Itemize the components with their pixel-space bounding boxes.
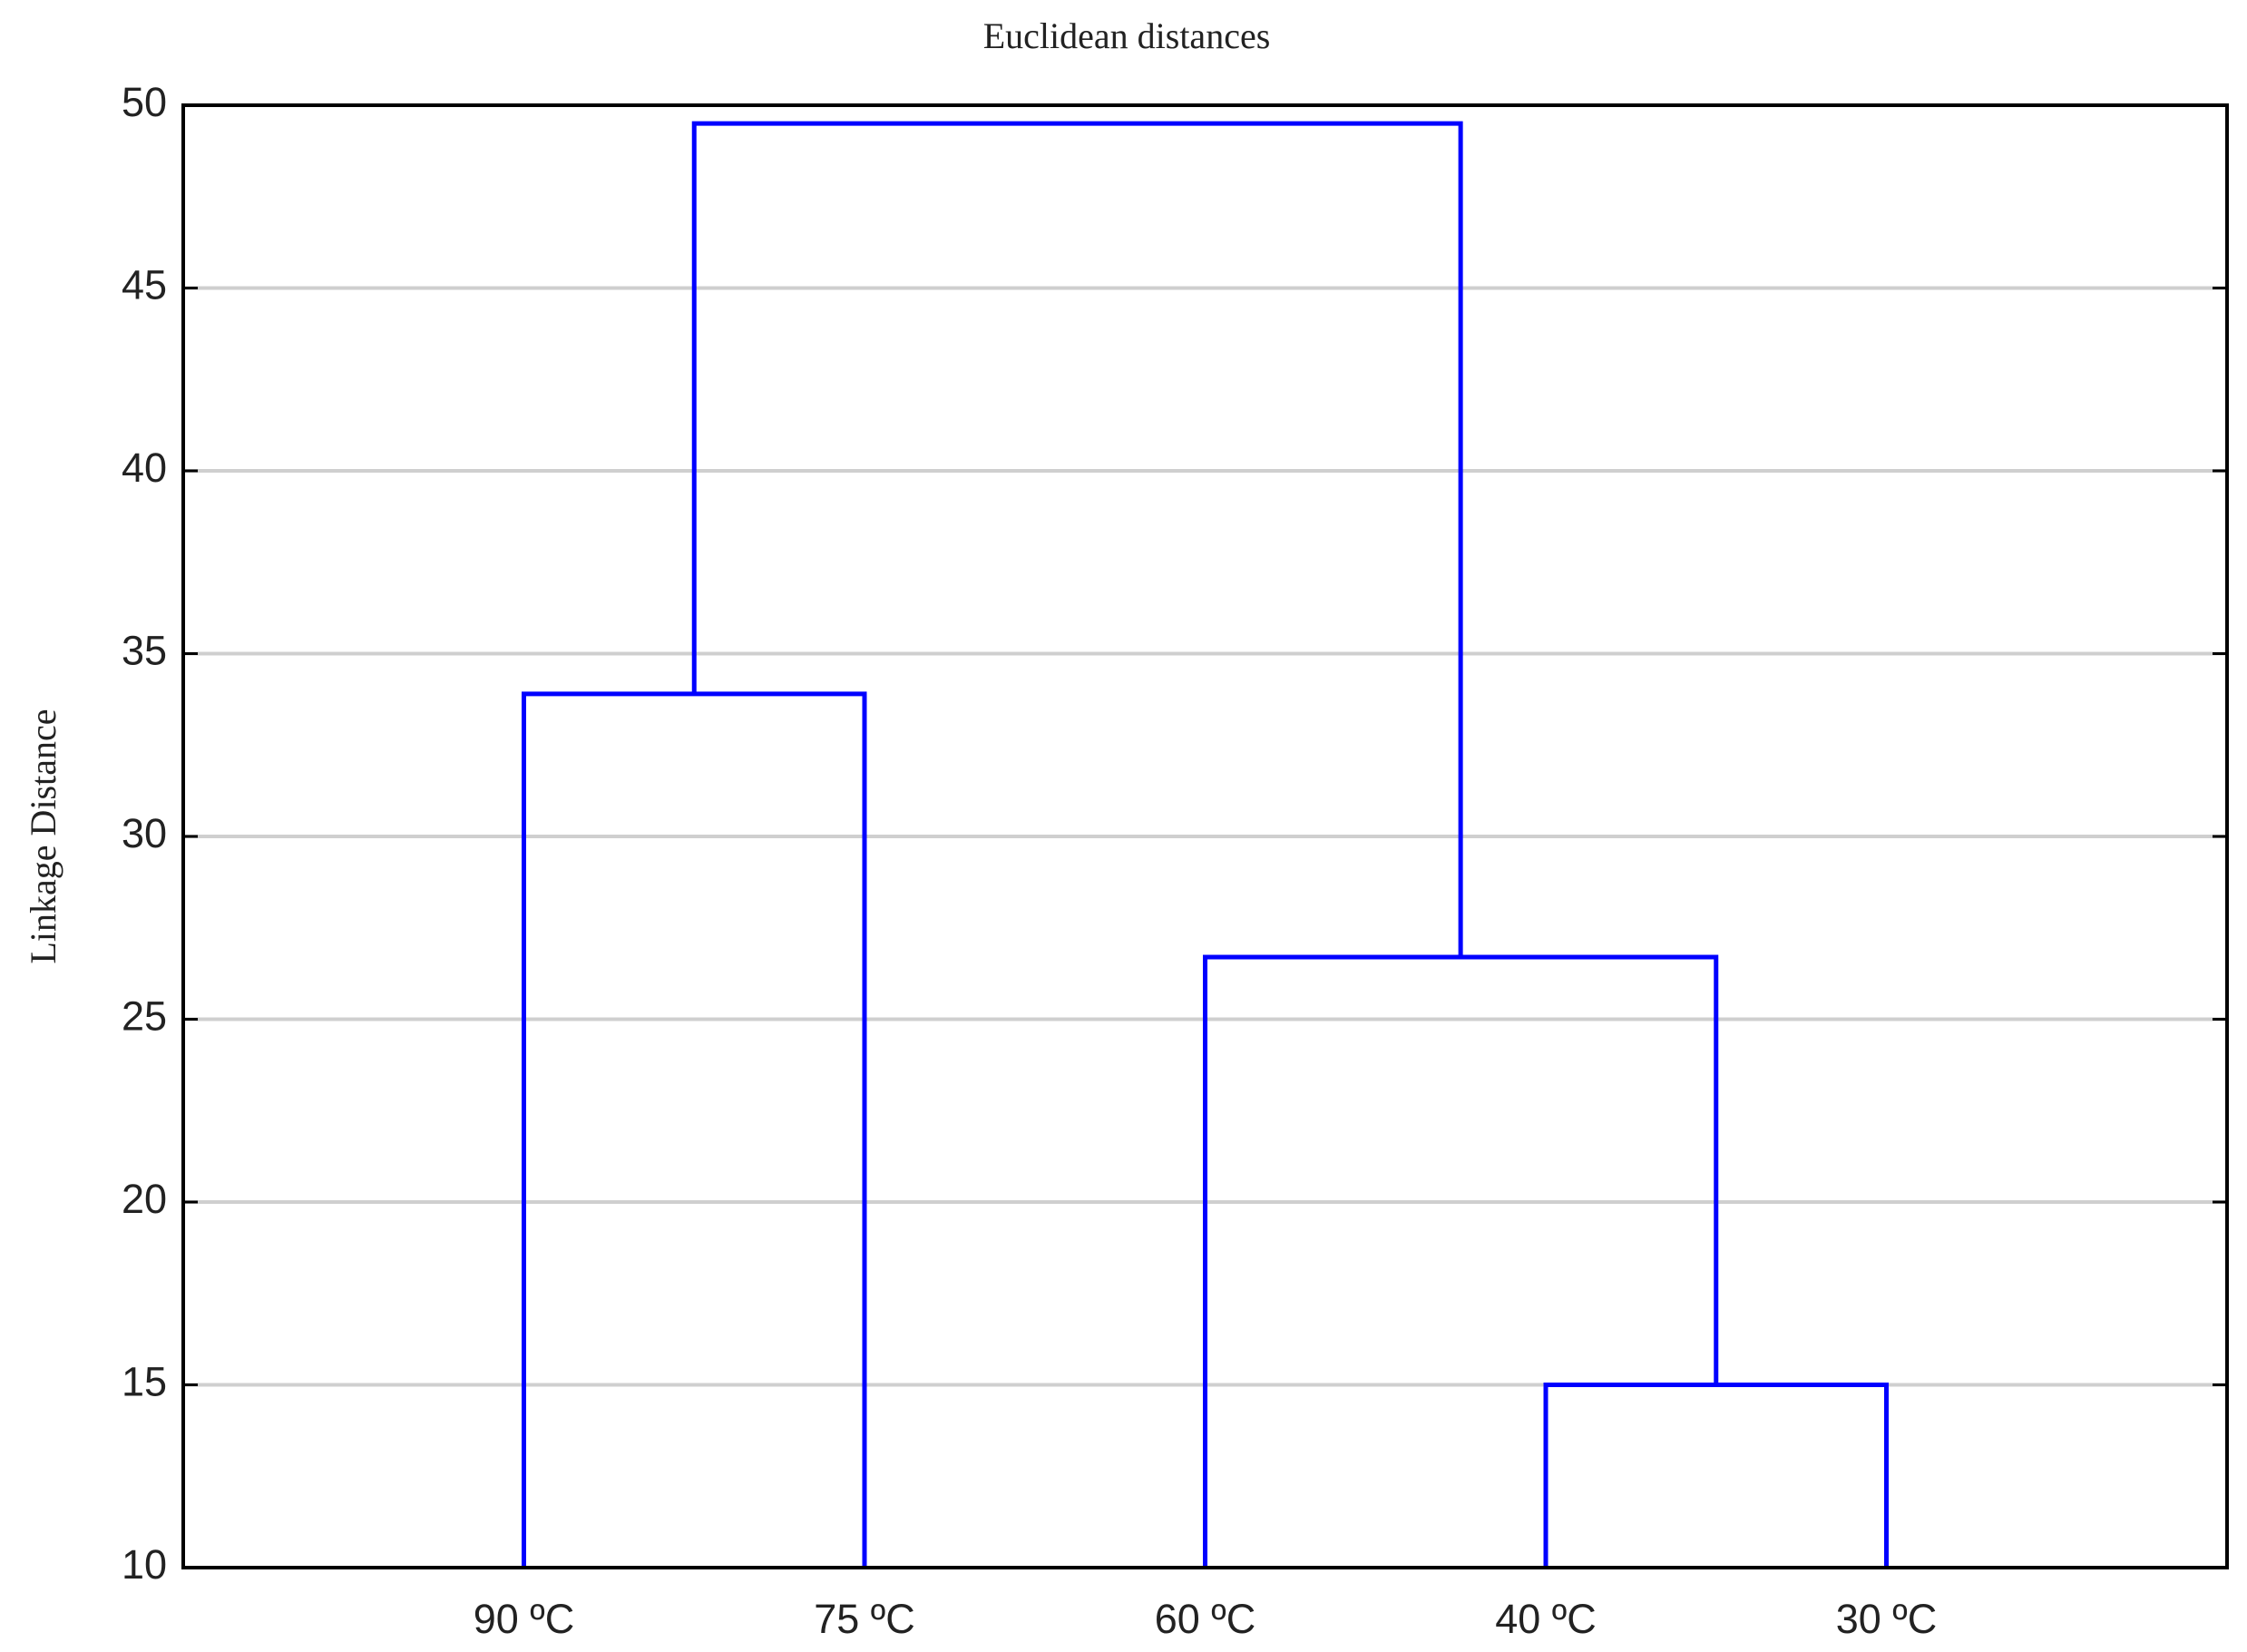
x-tick-label: 60 ºC bbox=[1155, 1596, 1256, 1642]
y-tick-label: 30 bbox=[122, 810, 167, 856]
dendrogram-link bbox=[691, 121, 1463, 957]
y-tick-label: 50 bbox=[122, 79, 167, 125]
y-axis-label: Linkage Distance bbox=[23, 709, 64, 964]
y-tick-label: 25 bbox=[122, 992, 167, 1039]
y-tick-label: 40 bbox=[122, 445, 167, 491]
x-tick-label: 75 ºC bbox=[814, 1596, 915, 1642]
chart-title: Euclidean distances bbox=[983, 15, 1271, 56]
x-tick-label: 40 ºC bbox=[1495, 1596, 1597, 1642]
x-tick-label: 90 ºC bbox=[474, 1596, 575, 1642]
y-tick-label: 20 bbox=[122, 1176, 167, 1222]
y-tick-label: 10 bbox=[122, 1541, 167, 1588]
y-tick-label: 45 bbox=[122, 261, 167, 308]
x-tick-label: 30 ºC bbox=[1836, 1596, 1938, 1642]
y-tick-label: 15 bbox=[122, 1358, 167, 1404]
y-tick-label: 35 bbox=[122, 627, 167, 673]
plot-frame bbox=[181, 103, 2229, 1569]
